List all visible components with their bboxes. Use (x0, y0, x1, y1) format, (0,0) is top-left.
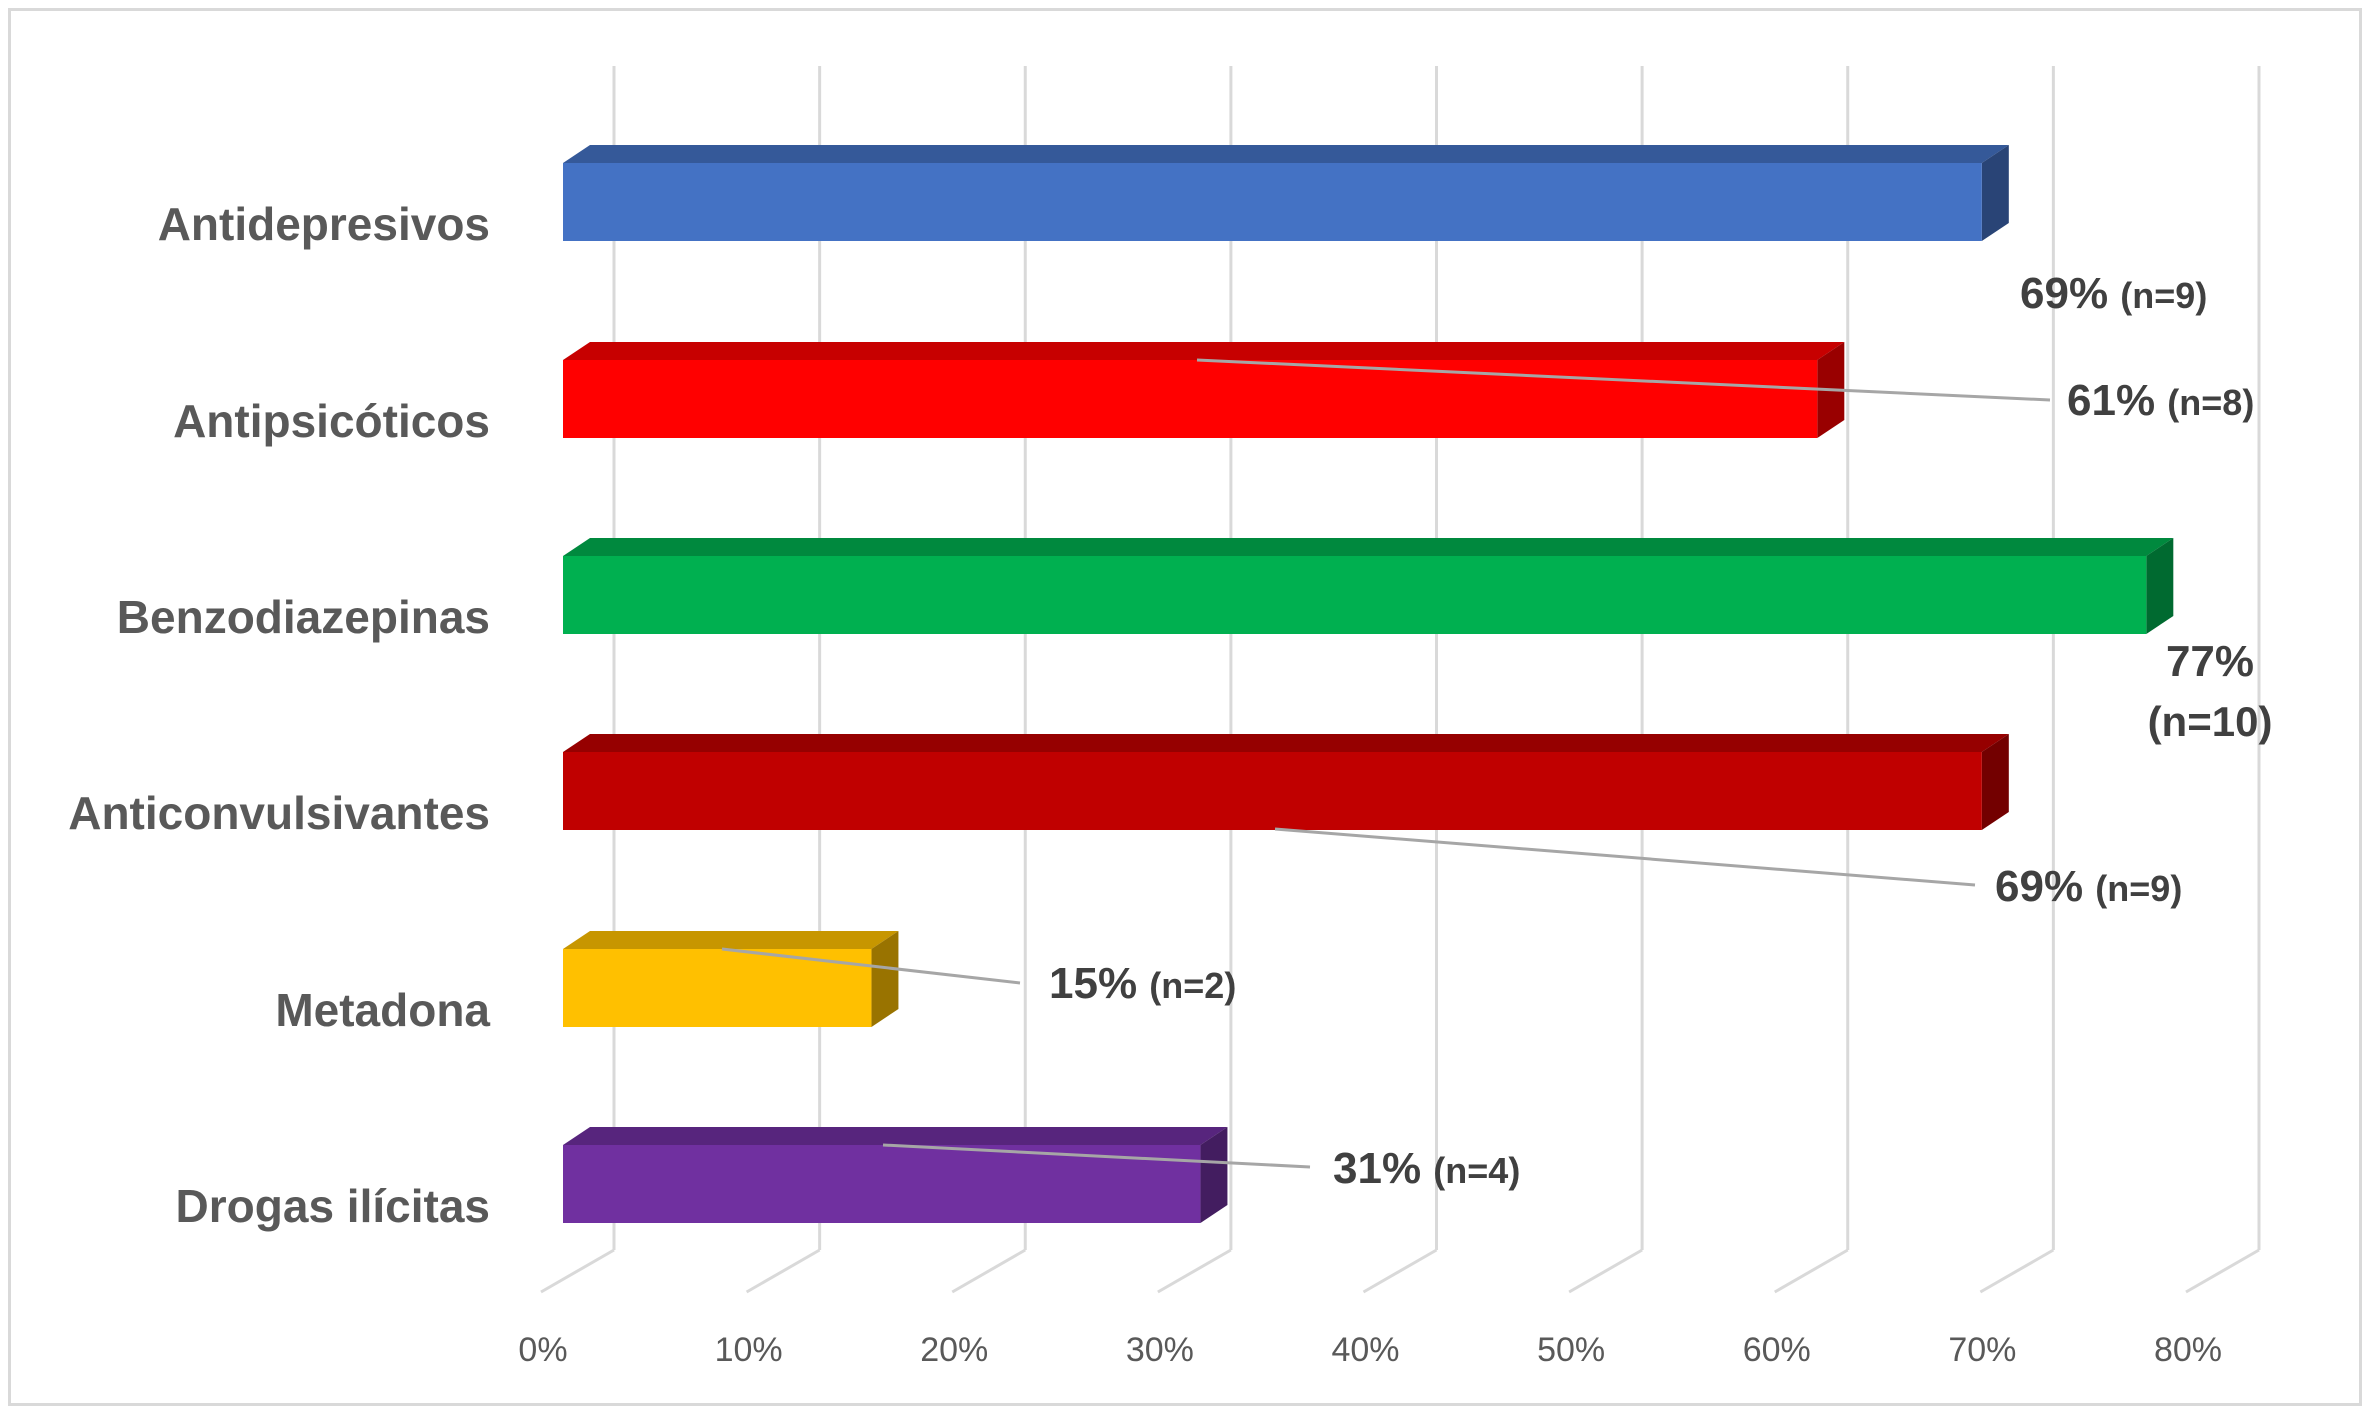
gridline-floor (745, 1248, 821, 1294)
x-tick-label: 40% (1331, 1331, 1399, 1369)
bar-1 (563, 145, 2009, 241)
data-label-percent: 31% (1333, 1144, 1433, 1193)
bar-3 (563, 538, 2174, 634)
bar-top-face (563, 342, 1845, 360)
x-tick-label: 30% (1126, 1331, 1194, 1369)
bar-front-face (563, 1145, 1201, 1223)
bar-front-face (563, 752, 1982, 830)
category-label: Metadona (275, 984, 490, 1036)
gridline-floor (540, 1248, 615, 1294)
data-label-n: (n=9) (2120, 275, 2207, 316)
x-tick-label: 60% (1743, 1331, 1811, 1369)
bar-side-face (1981, 734, 2009, 830)
leader-line (882, 1143, 1311, 1169)
bar-front-face (563, 949, 872, 1027)
x-tick-label: 0% (518, 1331, 567, 1369)
bar-front-face (563, 556, 2147, 634)
bar-side-face (1981, 145, 2009, 241)
gridlines (540, 66, 2261, 1294)
bar-side-face (871, 931, 899, 1027)
x-tick-label: 80% (2154, 1331, 2222, 1369)
gridline-floor (1979, 1248, 2055, 1294)
leader-line (721, 947, 1021, 985)
data-label: 31% (n=4) (1333, 1144, 1520, 1193)
x-tick-label: 50% (1537, 1331, 1605, 1369)
data-label: 61% (n=8) (2067, 376, 2254, 425)
x-tick-label: 70% (1948, 1331, 2016, 1369)
data-labels: 69% (n=9) 61% (n=8) 77% (n=10) 69% (n=9) 15% … (1049, 269, 2272, 1193)
bar-top-face (563, 538, 2174, 556)
data-label-percent: 77% (2166, 637, 2254, 686)
x-tick-labels: 0% 10% 20% 30% 40% 50% 60% 70% 80% (518, 1331, 2222, 1369)
data-label-percent: 69% (2020, 269, 2120, 318)
bar-front-face (563, 163, 1982, 241)
data-label-n: (n=10) (2148, 698, 2273, 745)
bars (563, 145, 2174, 1223)
data-label: 15% (n=2) (1049, 959, 1236, 1008)
bar-front-face (563, 360, 1818, 438)
bar-top-face (563, 734, 2009, 752)
leader-line (1274, 827, 1976, 887)
data-label-n: (n=4) (1433, 1150, 1520, 1191)
data-label-n: (n=8) (2167, 382, 2254, 423)
data-label-n: (n=9) (2095, 868, 2182, 909)
bar-2 (563, 342, 1845, 438)
bar-4 (563, 734, 2009, 830)
gridline-floor (1774, 1248, 1849, 1294)
category-label: Benzodiazepinas (117, 591, 490, 643)
bar-top-face (563, 931, 899, 949)
category-label: Drogas ilícitas (176, 1180, 490, 1232)
data-label-percent: 61% (2067, 376, 2167, 425)
gridline-floor (2185, 1248, 2260, 1294)
data-label: 69% (n=9) (2020, 269, 2207, 318)
data-label-percent: 15% (1049, 959, 1149, 1008)
data-label: 69% (n=9) (1995, 862, 2182, 911)
bar-top-face (563, 145, 2009, 163)
category-label: Anticonvulsivantes (68, 787, 490, 839)
leader-lines (721, 358, 2051, 1169)
gridline-floor (1157, 1248, 1232, 1294)
bar-side-face (1200, 1127, 1228, 1223)
category-label: Antipsicóticos (173, 395, 490, 447)
bar-6 (563, 1127, 1228, 1223)
bar-5 (563, 931, 899, 1027)
gridline-floor (1362, 1248, 1438, 1294)
gridline-floor (1568, 1248, 1643, 1294)
gridline-floor (951, 1248, 1026, 1294)
leader-line (1196, 358, 2051, 402)
data-label-n: (n=2) (1149, 965, 1236, 1006)
x-tick-label: 10% (715, 1331, 783, 1369)
x-tick-label: 20% (920, 1331, 988, 1369)
bar-top-face (563, 1127, 1228, 1145)
data-label-percent: 69% (1995, 862, 2095, 911)
category-label: Antidepresivos (158, 198, 490, 250)
category-labels: Antidepresivos Antipsicóticos Benzodiazepi… (68, 198, 490, 1232)
bar-side-face (2146, 538, 2174, 634)
